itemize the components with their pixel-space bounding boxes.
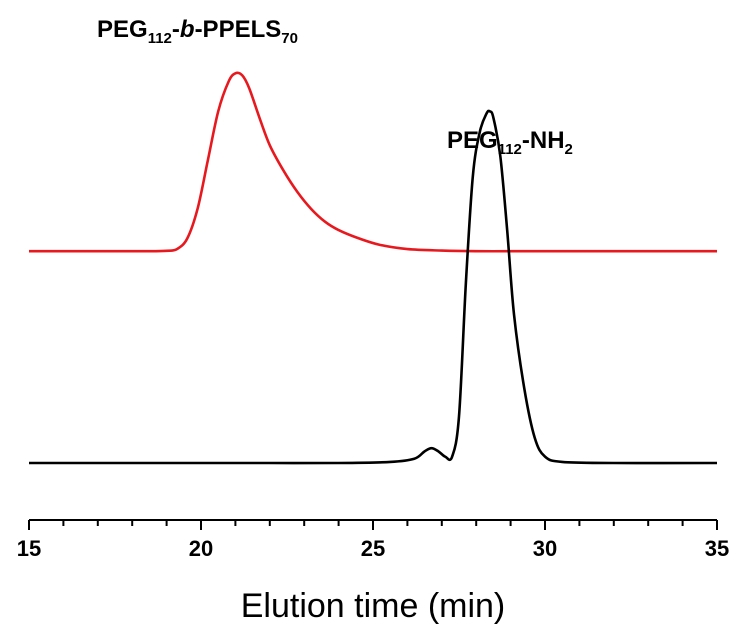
- annotation-part: 112: [148, 30, 172, 47]
- x-tick-label: 15: [17, 536, 41, 561]
- annotation-part: -NH: [522, 127, 565, 154]
- series-line-1: [29, 109, 718, 465]
- annotation-block-copolymer: PEG112-b-PPELS70: [97, 16, 298, 47]
- x-tick-label: 35: [705, 536, 729, 561]
- x-axis-label: Elution time (min): [241, 587, 506, 625]
- annotation-part: PEG: [447, 127, 498, 154]
- plot-area: [29, 71, 718, 465]
- x-axis: 15 20 25 30 35: [17, 519, 729, 561]
- series-line-0: [29, 71, 717, 253]
- annotation-part: PEG: [97, 16, 148, 43]
- x-tick-label: 30: [533, 536, 557, 561]
- annotation-part: -: [172, 16, 180, 43]
- annotation-part: 112: [498, 141, 522, 158]
- annotation-part: -PPELS: [195, 16, 282, 43]
- annotation-part: 2: [565, 141, 573, 158]
- annotation-part: 70: [281, 30, 298, 47]
- x-tick-label: 25: [361, 536, 385, 561]
- annotation-peg-nh2: PEG112-NH2: [447, 127, 573, 158]
- x-tick-label: 20: [189, 536, 213, 561]
- annotation-part: b: [180, 16, 195, 43]
